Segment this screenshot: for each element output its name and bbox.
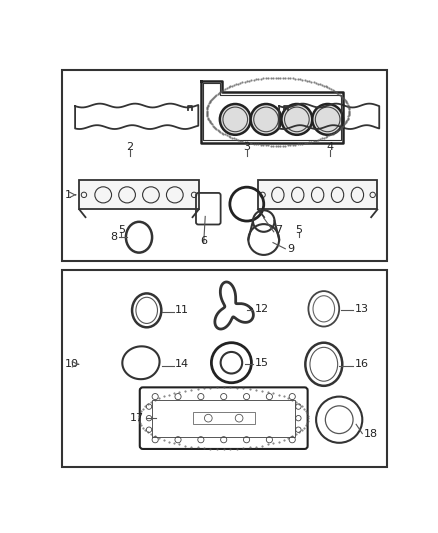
Text: 6: 6 [200,236,207,246]
Bar [62,70,387,261]
Bar [62,270,387,467]
Text: 8: 8 [110,232,117,242]
Circle shape [312,104,343,135]
Bar [79,180,199,209]
Text: 18: 18 [364,429,378,439]
Text: 2: 2 [126,142,133,152]
Text: 11: 11 [175,305,189,316]
Text: 13: 13 [355,304,369,314]
Bar [258,180,377,209]
Text: 5: 5 [296,224,303,235]
Text: 10: 10 [65,359,79,369]
Text: 7: 7 [276,224,283,235]
Text: 16: 16 [355,359,369,369]
Text: 12: 12 [254,304,268,314]
Text: 14: 14 [175,359,189,369]
Bar [152,400,295,437]
Text: 4: 4 [326,142,333,152]
Circle shape [282,104,312,135]
Circle shape [251,104,282,135]
Circle shape [220,104,251,135]
Text: 1: 1 [65,190,72,200]
Text: 15: 15 [254,358,268,368]
Text: 3: 3 [243,142,250,152]
Text: 9: 9 [287,244,294,254]
Text: 17: 17 [130,413,145,423]
Bar [193,412,254,424]
Text: 5: 5 [118,224,125,235]
